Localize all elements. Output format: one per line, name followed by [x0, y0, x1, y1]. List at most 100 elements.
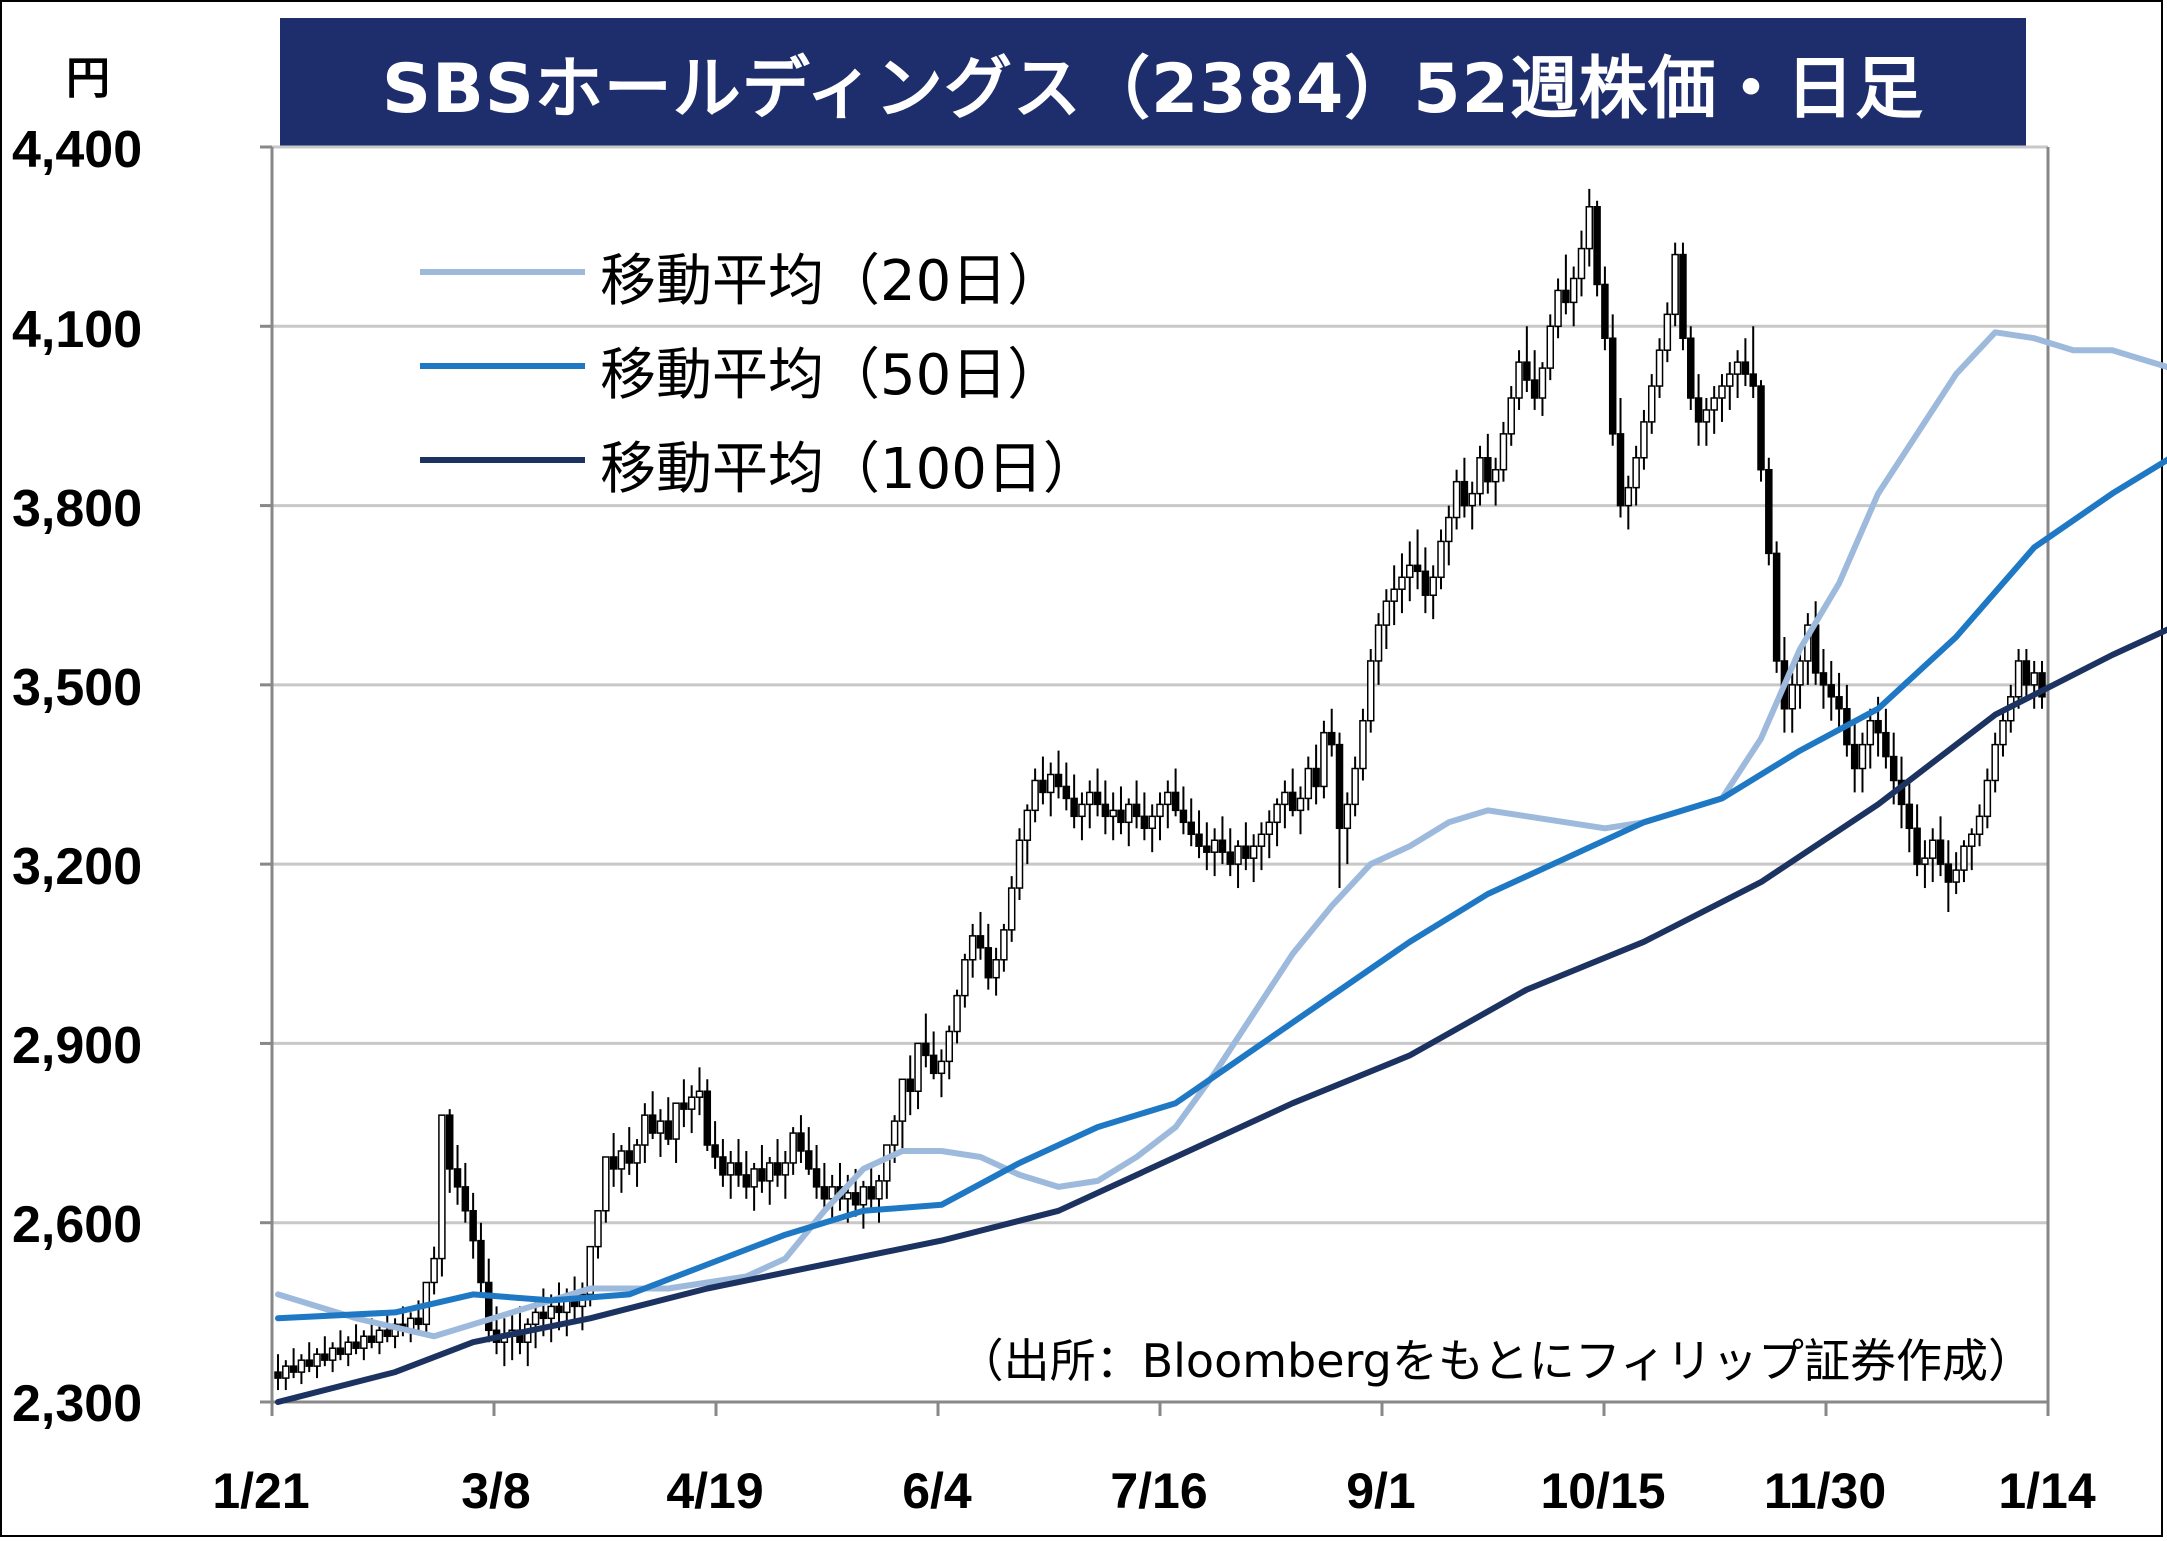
candle-body: [1062, 785, 1071, 800]
candle-body: [883, 1144, 891, 1182]
candle-body: [1374, 624, 1383, 662]
candle-body: [1132, 803, 1141, 818]
y-tick-label: 3,500: [12, 659, 143, 717]
candle-body: [656, 1120, 665, 1134]
candle-body: [1304, 767, 1313, 800]
candle-body: [1109, 809, 1117, 818]
candle-body: [1406, 564, 1414, 579]
candle-body: [1320, 731, 1328, 788]
candle-body: [1070, 797, 1078, 818]
candle-body: [765, 1162, 774, 1182]
candle-body: [414, 1317, 423, 1326]
candle-body: [1546, 325, 1555, 369]
candle-body: [1359, 719, 1367, 770]
candle-body: [1054, 773, 1063, 788]
candle-body: [687, 1096, 696, 1110]
candle-body: [344, 1341, 352, 1355]
candle-body: [1257, 833, 1266, 847]
candle-body: [1187, 821, 1195, 836]
candle-body: [797, 1132, 805, 1152]
legend-label-ma20: 移動平均（20日）: [600, 249, 1064, 314]
candle-body: [664, 1120, 673, 1140]
candle-body: [1468, 492, 1476, 507]
candle-body: [1429, 576, 1437, 596]
candle-body: [1827, 684, 1836, 698]
candle-body: [1647, 385, 1656, 423]
x-tick-label: 9/1: [1346, 1463, 1416, 1519]
candle-body: [321, 1353, 329, 1361]
x-tick-label: 4/19: [666, 1463, 764, 1519]
candle-body: [445, 1114, 454, 1170]
candle-body: [547, 1305, 555, 1320]
candle-body: [1179, 809, 1188, 824]
candle-body: [1624, 486, 1633, 507]
candle-body: [1640, 421, 1648, 459]
candle-body: [313, 1353, 321, 1367]
ma20-line: [275, 329, 2167, 1340]
candle-body: [726, 1162, 735, 1176]
candle-body: [890, 1120, 899, 1146]
x-tick-label: 6/4: [902, 1463, 972, 1519]
candle-body: [282, 1365, 290, 1379]
candle-body: [625, 1150, 633, 1164]
candle-body: [968, 935, 977, 961]
candle-body: [937, 1060, 946, 1075]
candle-body: [1015, 839, 1024, 889]
candle-body: [1445, 516, 1453, 543]
candle-body: [1577, 247, 1586, 280]
candle-body: [1203, 845, 1211, 853]
candle-body: [844, 1192, 852, 1200]
candle-body: [1086, 791, 1094, 806]
candle-body: [1125, 803, 1133, 824]
candle-body: [375, 1329, 384, 1343]
candle-body: [805, 1150, 813, 1170]
candle-body: [1726, 373, 1734, 387]
candle-body: [1101, 803, 1110, 818]
candle-body: [750, 1168, 758, 1188]
candle-body: [305, 1359, 313, 1367]
candle-body: [484, 1281, 493, 1332]
candle-body: [1889, 755, 1898, 782]
candle-body: [898, 1078, 907, 1122]
candle-body: [1983, 779, 1992, 818]
candle-body: [1741, 361, 1750, 375]
candle-body: [1382, 600, 1391, 626]
candle-body: [992, 959, 1000, 979]
candle-body: [1811, 624, 1820, 674]
candle-body: [945, 1030, 954, 1063]
candle-body: [1273, 803, 1281, 824]
x-tick-label: 3/8: [461, 1463, 531, 1519]
candle-body: [1991, 743, 1999, 782]
candle-body: [1702, 409, 1711, 423]
candle-body: [594, 1210, 602, 1248]
candle-body: [438, 1114, 446, 1260]
candle-body: [906, 1078, 914, 1092]
candle-body: [1242, 845, 1250, 859]
candle-body: [1507, 397, 1515, 435]
candle-body: [1710, 397, 1718, 411]
candle-body: [539, 1311, 548, 1320]
y-axis-unit: 円: [66, 53, 110, 104]
candle-body: [695, 1090, 704, 1098]
candle-body: [602, 1156, 610, 1212]
candle-body: [1757, 385, 1765, 471]
candle-body: [929, 1054, 938, 1075]
candle-body: [1031, 779, 1039, 812]
candle-body: [1437, 540, 1445, 579]
candle-body: [1569, 277, 1578, 304]
candle-body: [1226, 851, 1234, 865]
candle-body: [648, 1114, 657, 1134]
candle-body: [1718, 385, 1726, 399]
y-tick-label: 3,200: [12, 838, 143, 896]
candle-body: [1421, 570, 1430, 596]
candle-body: [1218, 839, 1227, 853]
candle-body: [1210, 839, 1219, 853]
candle-body: [1632, 457, 1640, 489]
candle-body: [430, 1257, 438, 1284]
chart-title: SBSホールディングス（2384）52週株価・日足: [280, 18, 2026, 146]
candle-body: [1968, 833, 1976, 847]
candle-body: [1249, 845, 1258, 859]
candle-body: [477, 1239, 485, 1284]
candle-body: [1343, 803, 1352, 830]
candle-body: [1601, 283, 1609, 339]
